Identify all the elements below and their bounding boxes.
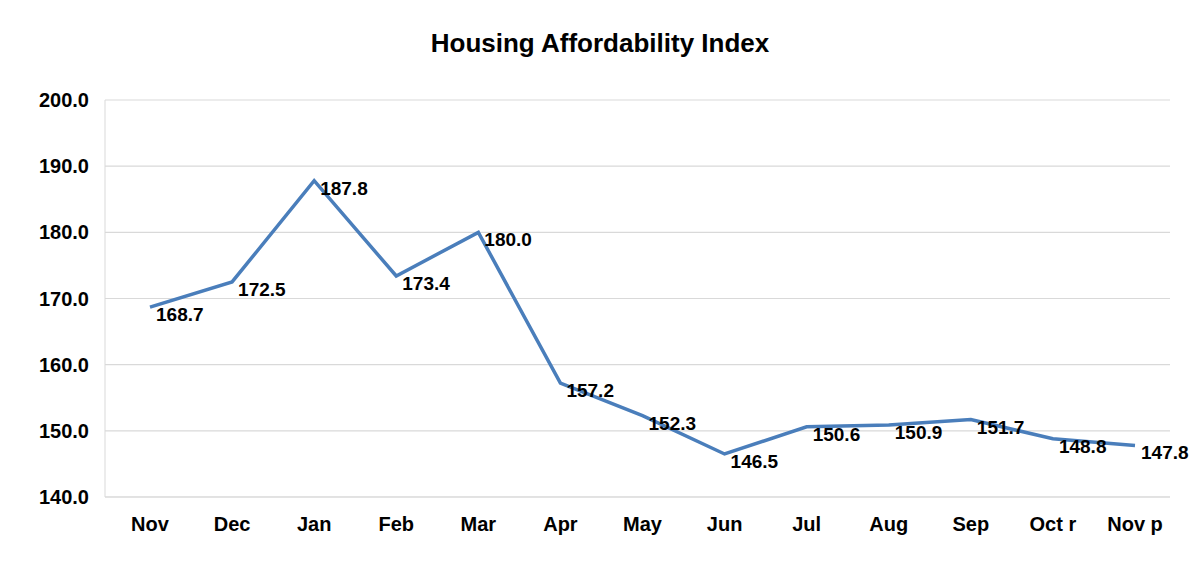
- svg-text:140.0: 140.0: [39, 486, 89, 508]
- svg-text:200.0: 200.0: [39, 89, 89, 111]
- svg-text:180.0: 180.0: [39, 221, 89, 243]
- svg-text:150.6: 150.6: [813, 424, 861, 445]
- svg-text:Sep: Sep: [952, 513, 989, 535]
- svg-text:May: May: [623, 513, 663, 535]
- svg-text:150.9: 150.9: [895, 422, 943, 443]
- svg-text:Nov p: Nov p: [1107, 513, 1163, 535]
- svg-text:Jan: Jan: [297, 513, 331, 535]
- svg-text:168.7: 168.7: [156, 304, 204, 325]
- svg-text:157.2: 157.2: [566, 380, 614, 401]
- svg-text:152.3: 152.3: [649, 413, 697, 434]
- svg-text:172.5: 172.5: [238, 279, 286, 300]
- svg-text:148.8: 148.8: [1059, 436, 1107, 457]
- svg-text:146.5: 146.5: [731, 451, 779, 472]
- svg-text:147.8: 147.8: [1141, 442, 1189, 463]
- svg-text:Aug: Aug: [869, 513, 908, 535]
- svg-text:Jul: Jul: [792, 513, 821, 535]
- svg-text:160.0: 160.0: [39, 354, 89, 376]
- svg-text:187.8: 187.8: [320, 178, 368, 199]
- svg-text:Apr: Apr: [543, 513, 578, 535]
- svg-text:170.0: 170.0: [39, 288, 89, 310]
- svg-text:151.7: 151.7: [977, 417, 1025, 438]
- svg-text:Mar: Mar: [461, 513, 497, 535]
- svg-text:Jun: Jun: [707, 513, 743, 535]
- svg-text:Nov: Nov: [131, 513, 170, 535]
- svg-text:150.0: 150.0: [39, 420, 89, 442]
- svg-text:Feb: Feb: [378, 513, 414, 535]
- svg-text:Oct r: Oct r: [1030, 513, 1077, 535]
- svg-text:Dec: Dec: [214, 513, 251, 535]
- html-text:Housing Affordability Index: Housing Affordability Index: [430, 28, 770, 58]
- svg-text:180.0: 180.0: [484, 229, 532, 250]
- svg-text:173.4: 173.4: [402, 273, 450, 294]
- svg-text:190.0: 190.0: [39, 155, 89, 177]
